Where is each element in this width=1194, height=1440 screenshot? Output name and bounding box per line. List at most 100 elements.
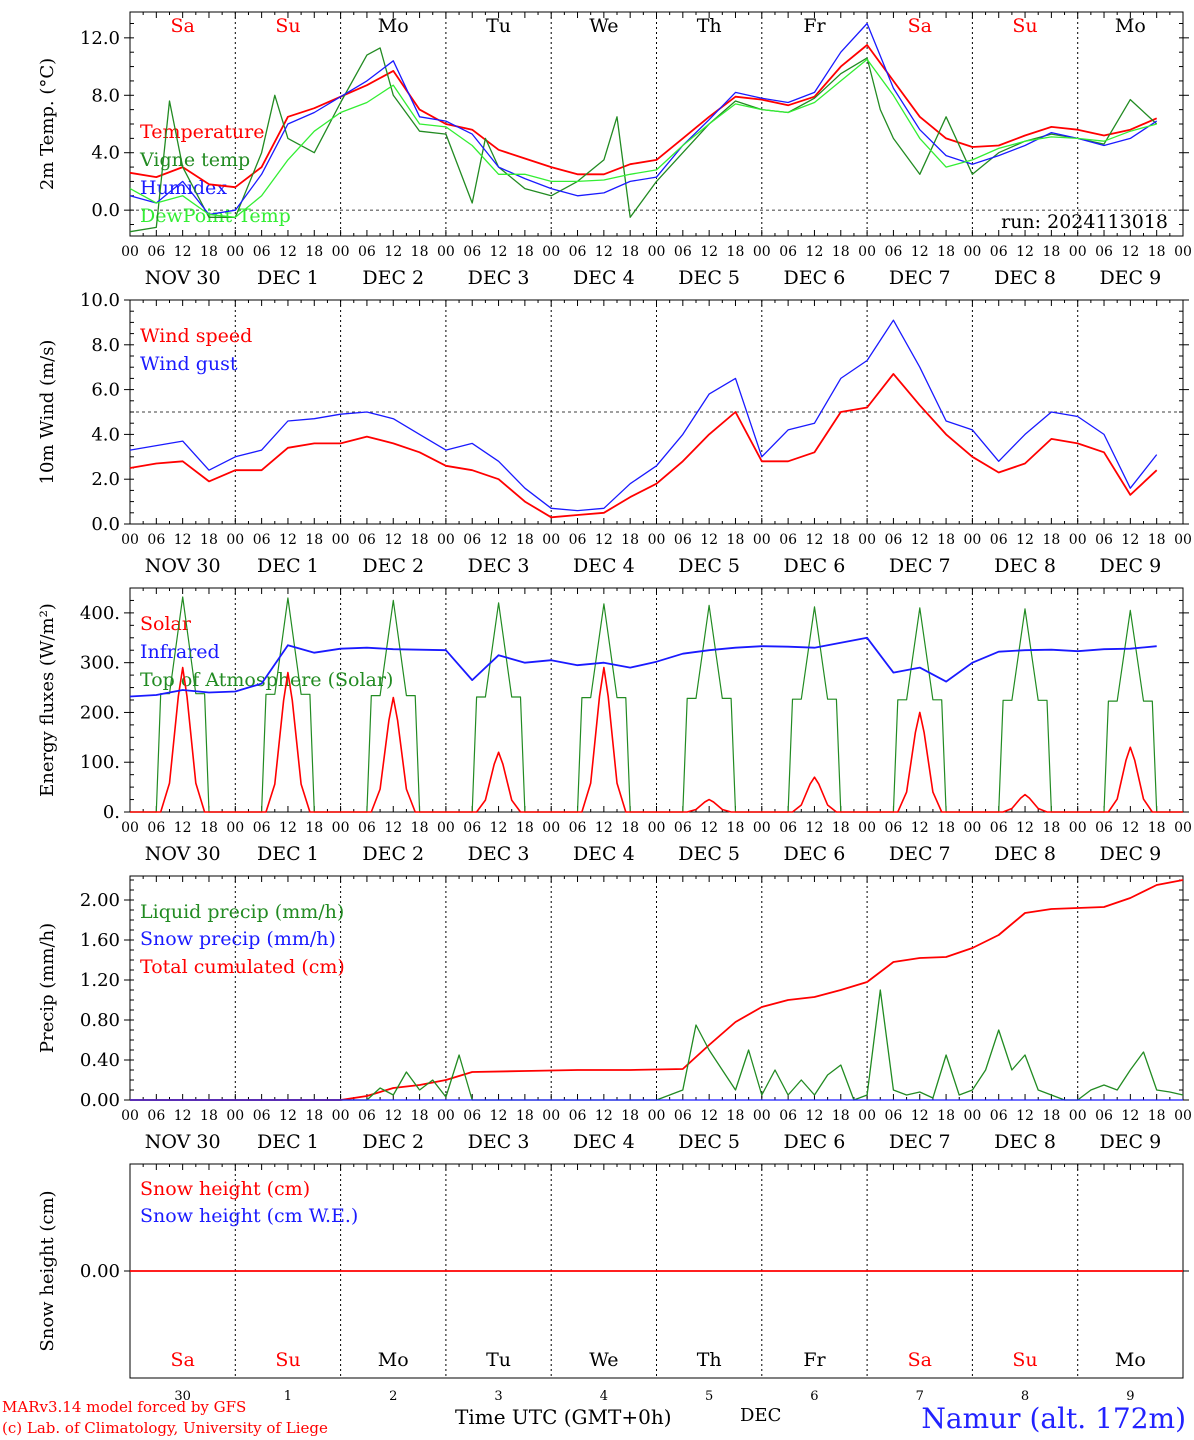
hour-tick-label: 06 [463, 244, 481, 260]
hour-tick-label: 18 [200, 244, 218, 260]
date-label: DEC 6 [784, 555, 846, 577]
date-label: DEC 2 [362, 843, 424, 865]
hour-tick-label: 18 [937, 1108, 955, 1124]
day-number-label: 9 [1126, 1389, 1134, 1404]
date-label: DEC 3 [468, 843, 530, 865]
hour-tick-label: 12 [806, 532, 824, 548]
date-label: DEC 8 [994, 267, 1056, 289]
hour-tick-label: 12 [806, 1108, 824, 1124]
y-tick-label: 10.0 [80, 290, 120, 311]
day-number-label: 30 [174, 1389, 191, 1404]
hour-tick-label: 06 [885, 244, 903, 260]
date-label: DEC 9 [1099, 843, 1161, 865]
hour-tick-label: 12 [1016, 532, 1034, 548]
hour-tick-label: 18 [411, 1108, 429, 1124]
hour-tick-label: 18 [1148, 820, 1166, 836]
hour-tick-label: 00 [858, 820, 876, 836]
hour-tick-label: 12 [279, 1108, 297, 1124]
y-tick-label: 4.0 [91, 143, 120, 164]
day-name-label: Sa [170, 1349, 194, 1371]
hour-tick-label: 18 [305, 244, 323, 260]
series-solar [130, 666, 1183, 813]
series-vigne-temp [129, 47, 1158, 233]
y-tick-label: 8.0 [91, 335, 120, 356]
day-name-label: Sa [170, 15, 194, 37]
date-label: DEC 6 [784, 843, 846, 865]
y-tick-label: 4.0 [91, 424, 120, 445]
hour-tick-label: 06 [358, 1108, 376, 1124]
hour-tick-label: 12 [174, 820, 192, 836]
hour-tick-label: 18 [1148, 532, 1166, 548]
hour-tick-label: 18 [305, 532, 323, 548]
y-tick-label: 0.40 [80, 1050, 120, 1071]
hour-tick-label: 06 [674, 1108, 692, 1124]
date-label: DEC 5 [678, 1131, 740, 1153]
day-number-label: 8 [1021, 1389, 1029, 1404]
hour-tick-label: 12 [174, 532, 192, 548]
date-label: DEC 7 [889, 1131, 951, 1153]
hour-tick-label: 00 [1069, 244, 1087, 260]
hour-tick-label: 18 [621, 820, 639, 836]
hour-tick-label: 00 [963, 532, 981, 548]
hour-tick-label: 12 [279, 820, 297, 836]
date-label: NOV 30 [145, 267, 221, 289]
hour-tick-label: 00 [437, 532, 455, 548]
hour-tick-label: 00 [753, 1108, 771, 1124]
day-name-label: Su [1012, 1349, 1037, 1371]
hour-tick-label: 18 [1148, 1108, 1166, 1124]
panel-2: 0.0 2.0 4.0 6.0 8.0 10.0 10m Wind (m/s) 00 06 12 1… [37, 290, 1192, 577]
hour-tick-label: 06 [147, 244, 165, 260]
y-axis-label: Snow height (cm) [37, 1190, 58, 1351]
hour-tick-label: 06 [674, 532, 692, 548]
date-label: DEC 7 [889, 267, 951, 289]
hour-tick-label: 00 [1174, 1108, 1192, 1124]
hour-tick-label: 06 [1095, 532, 1113, 548]
hour-tick-label: 12 [595, 532, 613, 548]
legend-entry: Liquid precip (mm/h) [140, 901, 344, 923]
hour-tick-label: 12 [174, 244, 192, 260]
hour-tick-label: 12 [595, 820, 613, 836]
hour-tick-label: 06 [674, 820, 692, 836]
month-label: DEC [740, 1405, 782, 1426]
hour-tick-label: 18 [1042, 244, 1060, 260]
date-label: DEC 5 [678, 267, 740, 289]
hour-tick-label: 00 [858, 532, 876, 548]
day-name-label: Tu [486, 1349, 511, 1371]
hour-tick-label: 18 [727, 244, 745, 260]
legend-entry: Wind gust [140, 353, 238, 375]
day-name-label: We [589, 1349, 618, 1371]
hour-tick-label: 18 [727, 532, 745, 548]
legend-entry: Vigne temp [139, 149, 250, 171]
hour-tick-label: 06 [463, 532, 481, 548]
hour-tick-label: 18 [937, 532, 955, 548]
hour-tick-label: 12 [1016, 1108, 1034, 1124]
hour-tick-label: 06 [569, 820, 587, 836]
date-label: DEC 1 [257, 555, 319, 577]
hour-tick-label: 00 [437, 244, 455, 260]
hour-tick-label: 06 [779, 244, 797, 260]
y-tick-label: 2.00 [80, 890, 120, 911]
y-axis-label: Energy fluxes (W/m²) [37, 603, 58, 797]
hour-tick-label: 06 [779, 1108, 797, 1124]
hour-tick-label: 12 [384, 532, 402, 548]
hour-tick-label: 18 [411, 820, 429, 836]
hour-tick-label: 18 [832, 1108, 850, 1124]
hour-tick-label: 06 [990, 1108, 1008, 1124]
time-axis-label: Time UTC (GMT+0h) [455, 1405, 672, 1429]
hour-tick-label: 12 [700, 820, 718, 836]
day-name-label: Su [275, 15, 300, 37]
date-label: DEC 9 [1099, 267, 1161, 289]
date-label: DEC 3 [468, 267, 530, 289]
hour-tick-label: 18 [305, 820, 323, 836]
y-tick-label: 0. [103, 802, 120, 823]
date-label: DEC 1 [257, 843, 319, 865]
date-label: DEC 8 [994, 1131, 1056, 1153]
hour-tick-label: 06 [569, 244, 587, 260]
y-tick-label: 0.80 [80, 1010, 120, 1031]
legend-entry: Snow precip (mm/h) [140, 928, 336, 950]
hour-tick-label: 00 [332, 244, 350, 260]
hour-tick-label: 12 [174, 1108, 192, 1124]
panel-1: 0.0 4.0 8.0 12.0 2m Temp. (°C) 00 06 12 18 00 06 12… [37, 11, 1192, 289]
date-label: DEC 1 [257, 267, 319, 289]
hour-tick-label: 06 [885, 532, 903, 548]
